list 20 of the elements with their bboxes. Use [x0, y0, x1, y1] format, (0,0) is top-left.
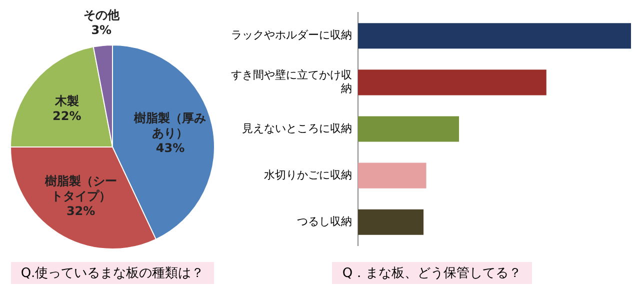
y-tick-label: すき間や壁に立てかけ収納: [231, 68, 352, 95]
y-tick-label: ラックやホルダーに収納: [231, 28, 352, 42]
data-label: 3%: [91, 23, 112, 38]
y-tick-label: 水切りかごに収納: [264, 168, 352, 182]
bar: [358, 209, 424, 235]
slice-label: 木製: [54, 94, 79, 108]
y-tick-label: 見えないところに収納: [242, 122, 352, 135]
text: Q．まな板、どう保管してる？: [332, 262, 532, 284]
slice-label: その他: [83, 8, 120, 22]
data-label: 43%: [156, 141, 185, 156]
bar: [358, 116, 460, 142]
text: Q.使っているまな板の種類は？: [10, 262, 214, 284]
data-label: 32%: [66, 204, 96, 218]
bar: [358, 70, 546, 96]
y-tick-label: つるし収納: [297, 214, 352, 228]
slice-label: 樹脂製（厚みあり）: [133, 111, 206, 140]
slice-label: 樹脂製（シートタイプ）: [44, 174, 117, 204]
bar: [358, 23, 631, 49]
bar: [358, 162, 426, 188]
data-label: 22%: [52, 108, 82, 123]
